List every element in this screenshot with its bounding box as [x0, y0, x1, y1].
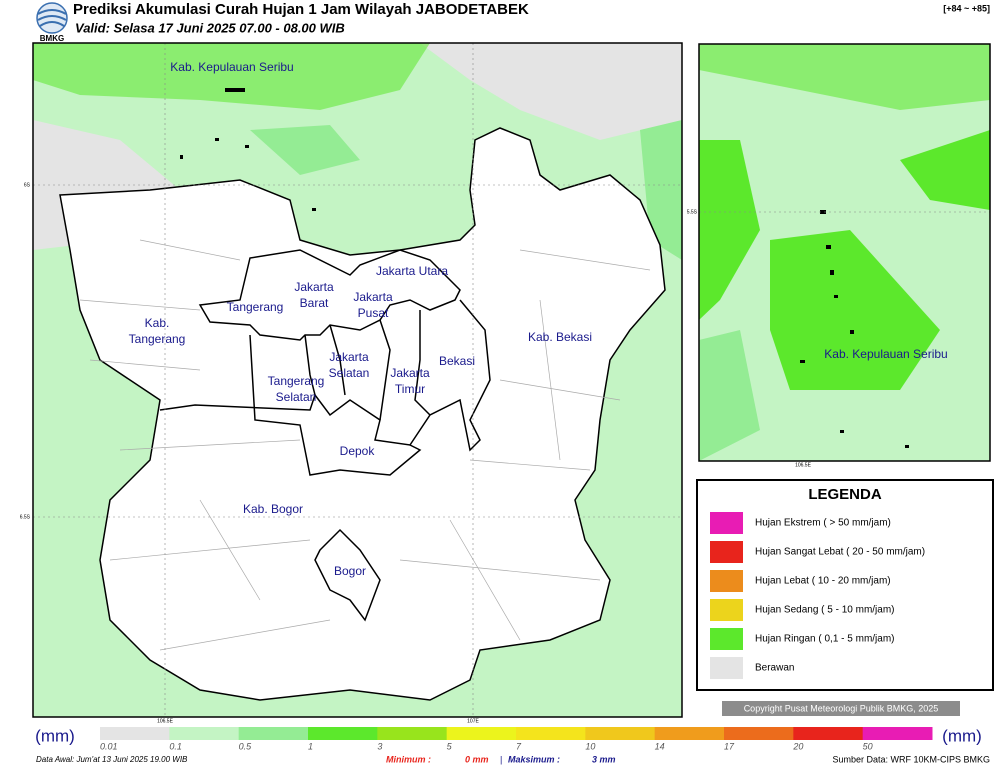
colorbar-tick-label: 50 [863, 741, 873, 751]
colorbar-segment [516, 727, 586, 740]
lon-label: 106.5E [157, 718, 174, 724]
region-label: Tangerang [129, 332, 186, 346]
colorbar-tick-label: 20 [792, 741, 803, 751]
title: Prediksi Akumulasi Curah Hujan 1 Jam Wil… [73, 1, 529, 18]
legend-label: Hujan Sedang ( 5 - 10 mm/jam) [755, 605, 895, 616]
colorbar-tick-label: 17 [724, 741, 735, 751]
lon-label: 106.5E [795, 462, 812, 468]
legend-swatch [710, 599, 743, 621]
legend-label: Hujan Ekstrem ( > 50 mm/jam) [755, 518, 891, 529]
region-label: Jakarta Utara [376, 264, 448, 278]
footer-sep: | [500, 754, 502, 764]
footer-min: 0 mm [465, 754, 489, 764]
main-map [33, 43, 682, 717]
legend-label: Hujan Lebat ( 10 - 20 mm/jam) [755, 576, 891, 587]
copyright-bg [722, 701, 960, 716]
colorbar-segment [100, 727, 170, 740]
region-label: Jakarta [353, 290, 393, 304]
colorbar-segment [862, 727, 933, 740]
legend-swatch [710, 657, 743, 679]
region-label: Tangerang [268, 374, 325, 388]
legend-title: LEGENDA [808, 486, 882, 503]
legend-label: Hujan Ringan ( 0,1 - 5 mm/jam) [755, 634, 895, 645]
lat-label: 5.5S [687, 209, 698, 215]
legend-swatch [710, 512, 743, 534]
inset-frame [698, 43, 991, 462]
colorbar-segment [793, 727, 864, 740]
colorbar-segment [724, 727, 794, 740]
legend-swatch [710, 570, 743, 592]
region-label: Pusat [358, 306, 389, 320]
logo [36, 2, 68, 34]
copyright: Copyright Pusat Meteorologi Publik BMKG,… [744, 703, 939, 713]
colorbar-tick-label: 0.01 [100, 741, 118, 751]
footer-min-label: Minimum : [386, 754, 431, 764]
legend-swatch [710, 628, 743, 650]
logo-text: BMKG [40, 34, 64, 43]
lat-label: 6S [24, 182, 31, 188]
colorbar-segment [377, 727, 448, 740]
legend-label: Berawan [755, 663, 794, 674]
legend-box [696, 479, 994, 691]
region-label: Selatan [329, 366, 370, 380]
inset-region-label: Kab. Kepulauan Seribu [824, 347, 947, 361]
colorbar-segment [585, 727, 656, 740]
range-label: [+84 ~ +85] [943, 3, 990, 13]
valid-time: Valid: Selasa 17 Juni 2025 07.00 - 08.00… [75, 20, 345, 35]
region-label: Kab. Kepulauan Seribu [170, 60, 293, 74]
colorbar-segment [238, 727, 309, 740]
colorbar-tick-label: 1 [308, 741, 313, 751]
colorbar-tick-label: 14 [655, 741, 665, 751]
colorbar-tick-label: 3 [377, 741, 382, 751]
footer-start: Data Awal: Jum'at 13 Juni 2025 19.00 WIB [36, 755, 188, 764]
region-label: Tangerang [227, 300, 284, 314]
region-label: Timur [395, 382, 425, 396]
colorbar-tick-label: 5 [447, 741, 453, 751]
colorbar-unit: (mm) [35, 726, 75, 745]
region-label: Jakarta [294, 280, 334, 294]
main-map-frame [32, 42, 683, 718]
region-label: Selatan [276, 390, 317, 404]
colorbar-segment [308, 727, 378, 740]
footer-max-label: Maksimum : [508, 754, 560, 764]
legend-label: Hujan Sangat Lebat ( 20 - 50 mm/jam) [755, 547, 925, 558]
colorbar-segment [169, 727, 240, 740]
footer-source: Sumber Data: WRF 10KM-CIPS BMKG [832, 754, 990, 764]
colorbar-segment [654, 727, 725, 740]
region-label: Jakarta [329, 350, 369, 364]
colorbar-unit: (mm) [942, 726, 982, 745]
footer-max: 3 mm [592, 754, 616, 764]
region-label: Bekasi [439, 354, 475, 368]
colorbar-segment [446, 727, 517, 740]
legend-swatch [710, 541, 743, 563]
region-label: Kab. Bogor [243, 502, 303, 516]
region-label: Barat [300, 296, 329, 310]
region-label: Jakarta [390, 366, 430, 380]
colorbar-tick-label: 0.5 [239, 741, 253, 751]
lon-label: 107E [467, 718, 479, 724]
region-label: Kab. [145, 316, 170, 330]
region-label: Kab. Bekasi [528, 330, 592, 344]
lat-label: 6.5S [20, 514, 31, 520]
inset-map [699, 44, 990, 461]
region-label: Depok [340, 444, 376, 458]
colorbar-tick-label: 7 [516, 741, 522, 751]
colorbar-tick-label: 0.1 [169, 741, 182, 751]
region-label: Bogor [334, 564, 366, 578]
colorbar-tick-label: 10 [585, 741, 595, 751]
